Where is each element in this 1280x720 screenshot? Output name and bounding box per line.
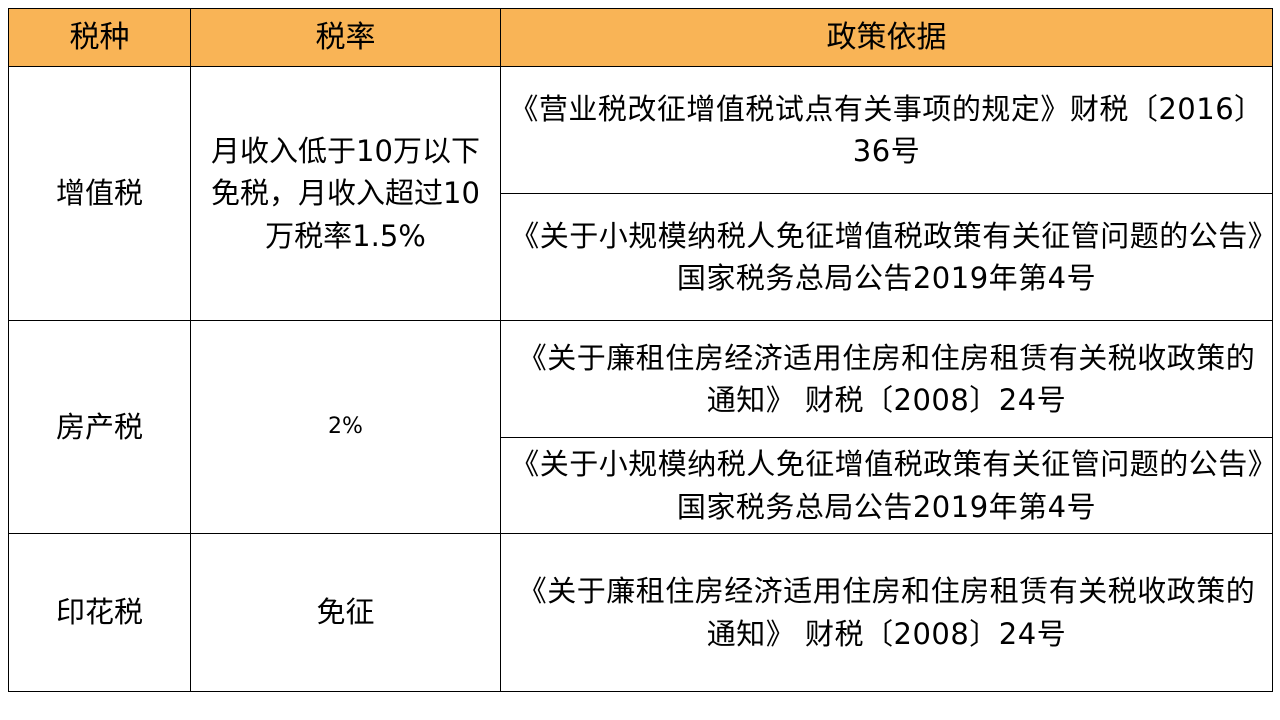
cell-policy-vat-1: 《营业税改征增值税试点有关事项的规定》财税〔2016〕36号 xyxy=(500,66,1273,194)
header-tax-type: 税种 xyxy=(8,8,191,67)
cell-rate-property: 2% xyxy=(190,320,501,534)
table-row-property-1: 房产税 2% 《关于廉租住房经济适用住房和住房租赁有关税收政策的通知》 财税〔2… xyxy=(8,320,1273,534)
cell-rate-stamp: 免征 xyxy=(190,533,501,692)
header-row: 税种 税率 政策依据 xyxy=(8,8,1273,67)
cell-policy-property-2: 《关于小规模纳税人免征增值税政策有关征管问题的公告》国家税务总局公告2019年第… xyxy=(500,437,1273,534)
header-rate: 税率 xyxy=(190,8,501,67)
table-row-vat-2: 《关于小规模纳税人免征增值税政策有关征管问题的公告》国家税务总局公告2019年第… xyxy=(9,193,1273,321)
tax-policy-table: 税种 税率 政策依据 增值税 月收入低于10万以下免税，月收入超过10万税率1.… xyxy=(8,8,1273,692)
cell-policy-stamp-1: 《关于廉租住房经济适用住房和住房租赁有关税收政策的通知》 财税〔2008〕24号 xyxy=(500,533,1273,692)
cell-tax-type-stamp: 印花税 xyxy=(8,533,191,692)
header-policy: 政策依据 xyxy=(500,8,1273,67)
cell-tax-type-property: 房产税 xyxy=(8,320,191,534)
cell-rate-vat: 月收入低于10万以下免税，月收入超过10万税率1.5% xyxy=(190,66,501,321)
cell-tax-type-vat: 增值税 xyxy=(8,66,191,321)
cell-policy-property-1: 《关于廉租住房经济适用住房和住房租赁有关税收政策的通知》 财税〔2008〕24号 xyxy=(500,320,1273,438)
tax-policy-table-container: 税种 税率 政策依据 增值税 月收入低于10万以下免税，月收入超过10万税率1.… xyxy=(8,8,1273,692)
table-row-vat-1: 增值税 月收入低于10万以下免税，月收入超过10万税率1.5% 《营业税改征增值… xyxy=(8,66,1273,321)
cell-policy-vat-2: 《关于小规模纳税人免征增值税政策有关征管问题的公告》国家税务总局公告2019年第… xyxy=(500,193,1273,321)
table-row-stamp: 印花税 免征 《关于廉租住房经济适用住房和住房租赁有关税收政策的通知》 财税〔2… xyxy=(8,533,1273,692)
